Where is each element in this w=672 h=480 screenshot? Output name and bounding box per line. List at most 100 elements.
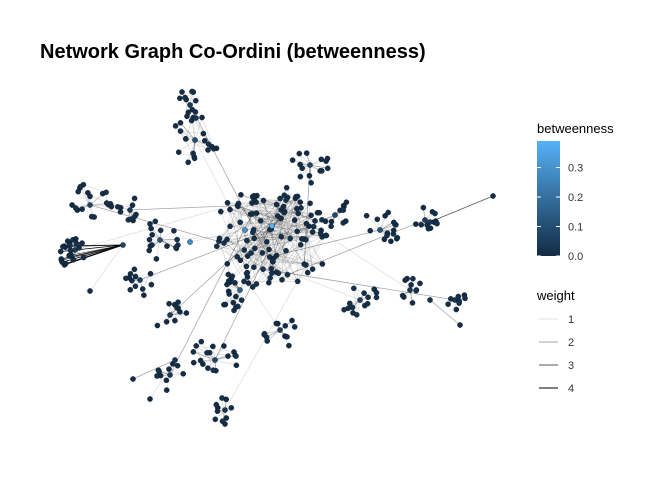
network-node bbox=[146, 236, 153, 243]
network-node bbox=[154, 322, 161, 329]
network-edge bbox=[262, 244, 301, 270]
network-node bbox=[182, 136, 189, 142]
network-node bbox=[412, 221, 419, 227]
network-edge bbox=[154, 221, 161, 241]
network-edge bbox=[206, 352, 214, 371]
network-node bbox=[346, 300, 353, 307]
network-node bbox=[212, 357, 218, 363]
network-edge bbox=[152, 234, 177, 249]
network-edge bbox=[219, 195, 255, 239]
network-node bbox=[410, 275, 416, 282]
network-node bbox=[79, 206, 85, 212]
network-edge bbox=[168, 303, 176, 321]
network-edge bbox=[297, 213, 303, 239]
network-node bbox=[235, 203, 241, 210]
network-edge bbox=[229, 209, 321, 234]
network-edge bbox=[252, 196, 299, 282]
network-edge bbox=[287, 197, 323, 265]
network-node bbox=[310, 223, 317, 230]
network-node bbox=[210, 343, 216, 350]
network-node bbox=[409, 300, 416, 306]
network-node bbox=[281, 209, 288, 216]
network-edge bbox=[276, 204, 287, 251]
network-edge bbox=[271, 225, 298, 232]
network-node bbox=[179, 89, 185, 95]
network-edge bbox=[271, 214, 312, 227]
network-edge bbox=[260, 209, 282, 222]
network-edge bbox=[268, 249, 323, 265]
network-edge bbox=[156, 239, 161, 259]
network-edge bbox=[251, 252, 305, 265]
network-node bbox=[263, 239, 270, 245]
network-node bbox=[199, 114, 205, 121]
network-edge bbox=[77, 191, 91, 206]
colorbar-tick-label: 0.3 bbox=[568, 163, 583, 175]
network-node bbox=[279, 276, 285, 283]
network-edge bbox=[255, 201, 303, 240]
network-node bbox=[223, 415, 230, 421]
network-node bbox=[157, 237, 163, 243]
network-node bbox=[283, 184, 290, 191]
network-node bbox=[221, 343, 227, 349]
network-node bbox=[172, 357, 178, 363]
network-edge bbox=[227, 202, 248, 278]
network-edge bbox=[129, 205, 238, 211]
network-edge bbox=[309, 164, 328, 169]
network-edge bbox=[253, 229, 282, 237]
network-node bbox=[204, 349, 210, 356]
betweenness-ticks: 0.0 0.1 0.2 0.3 bbox=[537, 163, 583, 263]
network-node bbox=[312, 217, 318, 224]
network-edge bbox=[180, 122, 196, 141]
network-node bbox=[332, 212, 338, 218]
network-node bbox=[166, 300, 172, 307]
network-node bbox=[257, 217, 264, 224]
network-node bbox=[248, 250, 254, 256]
network-node bbox=[132, 273, 139, 280]
network-node bbox=[266, 246, 272, 253]
network-node bbox=[225, 353, 231, 359]
network-node bbox=[139, 286, 146, 292]
network-edge bbox=[253, 197, 296, 230]
network-edge bbox=[247, 187, 288, 278]
network-node bbox=[418, 221, 425, 228]
network-node bbox=[291, 217, 298, 223]
network-edge bbox=[238, 203, 268, 243]
network-edge bbox=[253, 198, 307, 266]
network-node bbox=[238, 297, 245, 303]
network-node bbox=[453, 306, 460, 313]
network-node bbox=[163, 377, 170, 384]
network-node bbox=[289, 157, 296, 163]
network-node bbox=[224, 199, 231, 206]
network-node bbox=[228, 404, 235, 411]
network-node bbox=[308, 179, 314, 186]
network-node bbox=[164, 243, 170, 249]
network-node bbox=[251, 245, 258, 252]
network-node bbox=[66, 252, 72, 259]
network-node bbox=[427, 297, 433, 303]
network-node bbox=[275, 270, 282, 277]
weight-legend-title: weight bbox=[536, 288, 575, 303]
network-node bbox=[241, 247, 248, 253]
network-edge bbox=[271, 213, 299, 227]
network-node bbox=[374, 216, 381, 223]
network-node bbox=[244, 253, 251, 259]
network-edge bbox=[214, 351, 235, 361]
network-node bbox=[117, 204, 124, 211]
network-node bbox=[174, 305, 180, 311]
network-node bbox=[198, 338, 205, 345]
network-edge bbox=[238, 203, 268, 243]
network-node bbox=[197, 357, 204, 364]
network-node bbox=[429, 208, 436, 215]
network-edge bbox=[226, 196, 254, 240]
network-node bbox=[260, 266, 266, 273]
network-edge bbox=[139, 228, 272, 281]
network-node bbox=[242, 227, 248, 233]
network-node bbox=[183, 310, 190, 316]
network-edge bbox=[271, 225, 304, 240]
network-node bbox=[303, 262, 309, 268]
network-node bbox=[214, 408, 221, 415]
network-node bbox=[205, 147, 211, 153]
network-node bbox=[340, 207, 347, 213]
network-node bbox=[294, 205, 300, 212]
